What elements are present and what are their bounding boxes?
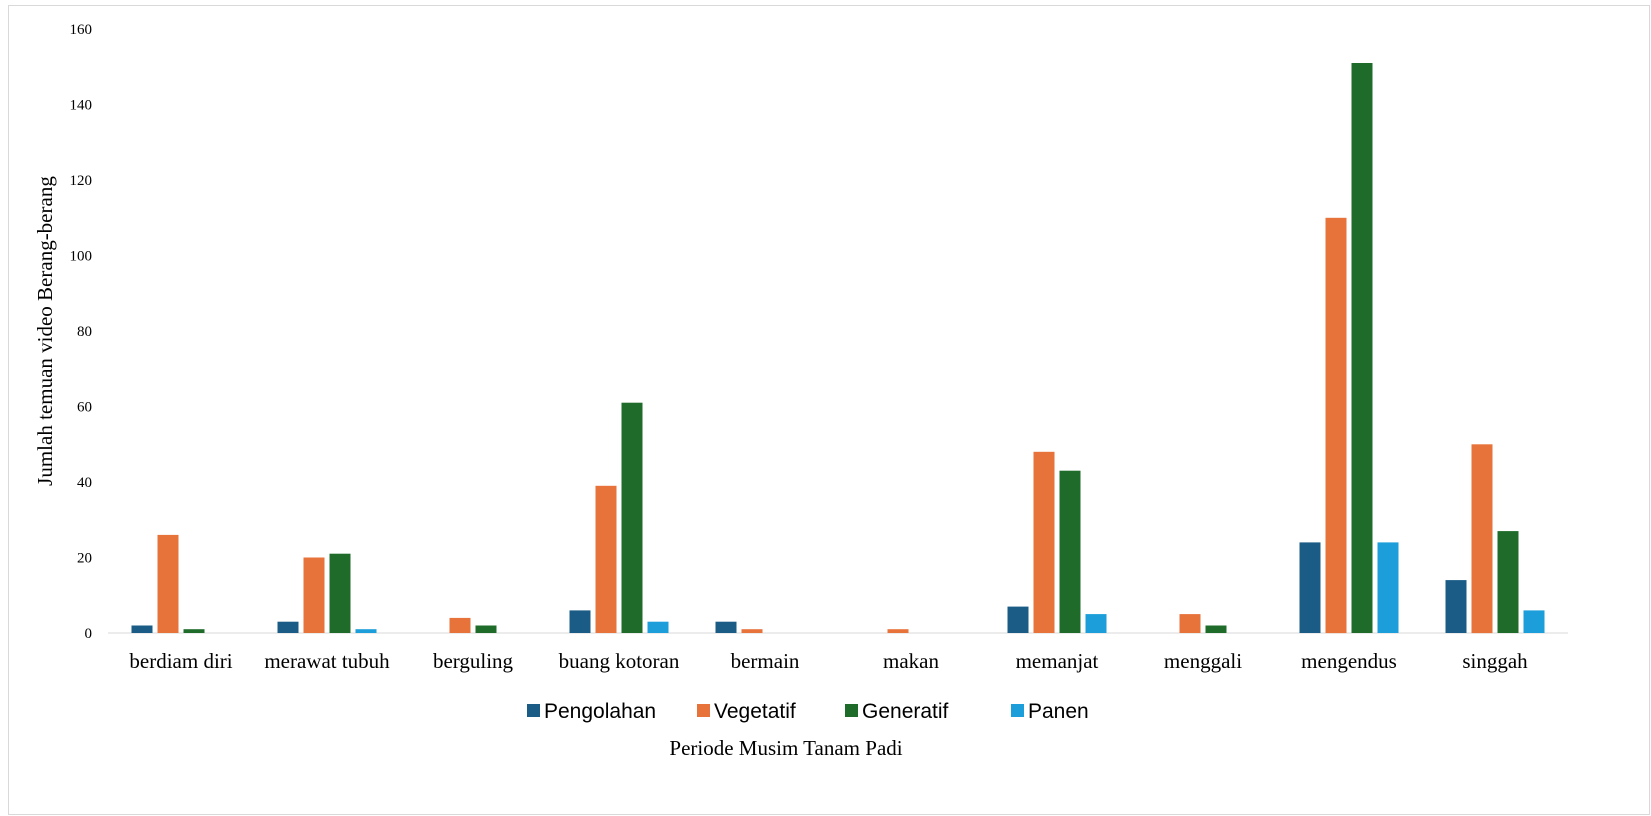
bar-generatif: [1059, 470, 1081, 633]
bar-generatif: [621, 402, 643, 633]
bar-panen: [647, 621, 669, 633]
y-tick-label: 120: [70, 173, 93, 189]
y-tick-label: 60: [77, 400, 92, 416]
bar-vegetatif: [887, 629, 909, 633]
y-tick-label: 40: [77, 475, 92, 491]
y-tick-label: 20: [77, 551, 92, 567]
y-tick-label: 80: [77, 324, 92, 340]
bar-vegetatif: [303, 557, 325, 633]
legend-label: Vegetatif: [714, 700, 796, 723]
y-axis-title: Jumlah temuan video Berang-berang: [33, 176, 57, 486]
bar-vegetatif: [741, 629, 763, 633]
legend-swatch: [697, 704, 710, 717]
bar-pengolahan: [1007, 606, 1029, 633]
y-tick-label: 100: [70, 249, 93, 265]
x-tick-label: menggali: [1164, 649, 1242, 673]
bar-pengolahan: [277, 621, 299, 633]
legend-swatch: [845, 704, 858, 717]
bar-vegetatif: [449, 617, 471, 633]
bar-generatif: [329, 553, 351, 633]
legend-label: Panen: [1028, 700, 1089, 723]
x-axis-title: Periode Musim Tanam Padi: [669, 736, 902, 760]
bar-pengolahan: [715, 621, 737, 633]
bar-vegetatif: [1033, 451, 1055, 633]
bar-panen: [355, 629, 377, 633]
legend-swatch: [1011, 704, 1024, 717]
bar-vegetatif: [1471, 444, 1493, 634]
bar-generatif: [1351, 63, 1373, 633]
x-tick-label: merawat tubuh: [264, 649, 390, 673]
legend-swatch: [527, 704, 540, 717]
bar-panen: [1085, 614, 1107, 633]
chart-frame: [8, 5, 1650, 815]
x-tick-label: makan: [883, 649, 939, 673]
bar-vegetatif: [157, 534, 179, 633]
legend-label: Pengolahan: [544, 700, 656, 723]
bar-vegetatif: [1325, 217, 1347, 634]
bar-panen: [1523, 610, 1545, 633]
x-tick-label: berguling: [433, 649, 514, 673]
x-tick-label: singgah: [1462, 649, 1528, 673]
y-tick-label: 0: [85, 626, 93, 642]
y-axis-ticks: 0 20 40 60 80 100 120 140 160: [70, 22, 93, 642]
bar-panen: [1377, 542, 1399, 633]
bar-vegetatif: [1179, 614, 1201, 633]
legend-label: Generatif: [862, 700, 949, 723]
x-tick-label: berdiam diri: [129, 649, 232, 673]
y-tick-label: 140: [70, 98, 93, 114]
bar-generatif: [1497, 531, 1519, 633]
bar-generatif: [183, 629, 205, 633]
bar-pengolahan: [1445, 580, 1467, 633]
x-tick-label: mengendus: [1301, 649, 1397, 673]
legend: Pengolahan Vegetatif Generatif Panen: [527, 700, 1089, 723]
x-tick-label: memanjat: [1016, 649, 1099, 673]
bar-vegetatif: [595, 485, 617, 633]
bar-pengolahan: [569, 610, 591, 633]
bar-pengolahan: [131, 625, 153, 633]
bars: [131, 63, 1545, 634]
x-tick-label: buang kotoran: [559, 649, 680, 673]
x-axis-ticks: berdiam diri merawat tubuh berguling buang …: [129, 649, 1528, 673]
bar-pengolahan: [1299, 542, 1321, 633]
y-tick-label: 160: [70, 22, 93, 38]
bar-generatif: [1205, 625, 1227, 633]
bar-generatif: [475, 625, 497, 633]
x-tick-label: bermain: [731, 649, 800, 673]
